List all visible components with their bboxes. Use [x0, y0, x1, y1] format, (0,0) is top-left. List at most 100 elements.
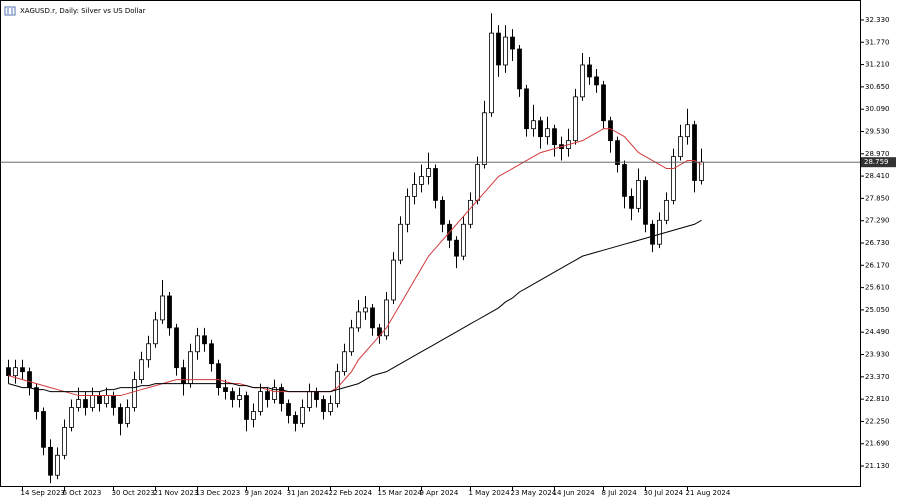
- candle-body: [517, 48, 522, 90]
- candle-body: [293, 415, 298, 424]
- candle-body: [55, 454, 60, 476]
- candle-body: [153, 319, 158, 345]
- candle-body: [650, 223, 655, 245]
- candle-body: [489, 32, 494, 114]
- x-tick-label: 6 Oct 2023: [63, 489, 102, 497]
- y-tick-label: 26.170: [865, 261, 890, 269]
- x-tick-label: 31 Jan 2024: [287, 489, 330, 497]
- candle-body: [6, 367, 11, 377]
- candle-body: [573, 96, 578, 142]
- y-tick-label: 31.770: [865, 38, 890, 46]
- candle-body: [69, 407, 74, 428]
- candle-body: [314, 391, 319, 400]
- candle-body: [230, 391, 235, 400]
- candle-body: [13, 367, 18, 377]
- candle-body: [202, 335, 207, 345]
- candle-body: [468, 199, 473, 225]
- candle-body: [62, 427, 67, 456]
- candle-body: [608, 120, 613, 142]
- candle-body: [90, 395, 95, 408]
- candle-body: [426, 168, 431, 177]
- candle-body: [118, 407, 123, 424]
- candle-body: [412, 184, 417, 197]
- candle-body: [188, 351, 193, 385]
- candle-body: [286, 403, 291, 416]
- x-tick-label: 30 Jul 2024: [644, 489, 684, 497]
- candle-body: [27, 371, 32, 388]
- candle-body: [132, 379, 137, 408]
- candle-body: [342, 351, 347, 373]
- y-tick-label: 30.090: [865, 105, 890, 113]
- candle-body: [475, 164, 480, 201]
- y-tick-label: 32.330: [865, 16, 890, 24]
- candle-body: [545, 128, 550, 138]
- y-tick-label: 23.370: [865, 373, 890, 381]
- candle-body: [531, 120, 536, 130]
- candle-body: [104, 395, 109, 404]
- candle-body: [510, 36, 515, 50]
- x-tick-label: 14 Jun 2024: [553, 489, 596, 497]
- y-tick-label: 26.730: [865, 239, 890, 247]
- candle-body: [440, 199, 445, 225]
- candle-body: [307, 391, 312, 408]
- x-tick-label: 22 Feb 2024: [329, 489, 373, 497]
- x-tick-label: 8 Jul 2024: [602, 489, 638, 497]
- current-price-box: [861, 157, 896, 168]
- x-tick-label: 14 Sep 2023: [21, 489, 65, 497]
- candle-body: [181, 367, 186, 385]
- candle-body: [265, 391, 270, 400]
- symbol-icon: [4, 6, 16, 16]
- candle-body: [671, 156, 676, 201]
- y-tick-label: 22.250: [865, 417, 890, 425]
- x-tick-label: 21 Aug 2024: [686, 489, 731, 497]
- candle-body: [237, 395, 242, 400]
- candle-body: [482, 112, 487, 165]
- candle-body: [258, 391, 263, 412]
- candle-body: [594, 76, 599, 86]
- candle-body: [349, 327, 354, 353]
- candle-body: [209, 343, 214, 365]
- y-tick-label: 27.850: [865, 194, 890, 202]
- candle-body: [391, 259, 396, 301]
- candle-body: [615, 140, 620, 165]
- candle-body: [223, 387, 228, 392]
- candle-body: [41, 411, 46, 448]
- candle-body: [503, 36, 508, 66]
- candle-body: [398, 223, 403, 261]
- candle-body: [97, 395, 102, 404]
- moving-average: [8, 128, 702, 397]
- candle-body: [195, 335, 200, 353]
- y-tick-label: 27.290: [865, 217, 890, 225]
- y-tick-label: 21.690: [865, 440, 890, 448]
- candle-body: [125, 407, 130, 424]
- y-tick-label: 28.970: [865, 150, 890, 158]
- candle-body: [601, 84, 606, 122]
- candle-body: [111, 395, 116, 408]
- y-tick-label: 25.050: [865, 306, 890, 314]
- x-tick-label: 30 Oct 2023: [112, 489, 155, 497]
- candle-body: [419, 176, 424, 185]
- y-tick-label: 22.810: [865, 395, 890, 403]
- y-tick-label: 29.530: [865, 127, 890, 135]
- candle-body: [587, 64, 592, 78]
- candle-body: [34, 387, 39, 412]
- candle-body: [685, 124, 690, 138]
- candle-body: [139, 359, 144, 381]
- candle-body: [300, 407, 305, 424]
- candle-body: [370, 307, 375, 329]
- candle-body: [692, 124, 697, 181]
- candle-body: [433, 168, 438, 201]
- y-tick-label: 24.490: [865, 328, 890, 336]
- candle-body: [48, 446, 53, 476]
- x-tick-label: 9 Jan 2024: [245, 489, 283, 497]
- y-tick-label: 28.410: [865, 172, 890, 180]
- candle-body: [454, 239, 459, 257]
- y-tick-label: 23.930: [865, 351, 890, 359]
- candle-body: [496, 32, 501, 66]
- candle-body: [580, 64, 585, 98]
- x-tick-label: 1 May 2024: [469, 489, 511, 497]
- candle-body: [636, 180, 641, 209]
- candle-body: [678, 136, 683, 157]
- current-price-label: 28.759: [864, 158, 889, 166]
- y-tick-label: 31.210: [865, 61, 890, 69]
